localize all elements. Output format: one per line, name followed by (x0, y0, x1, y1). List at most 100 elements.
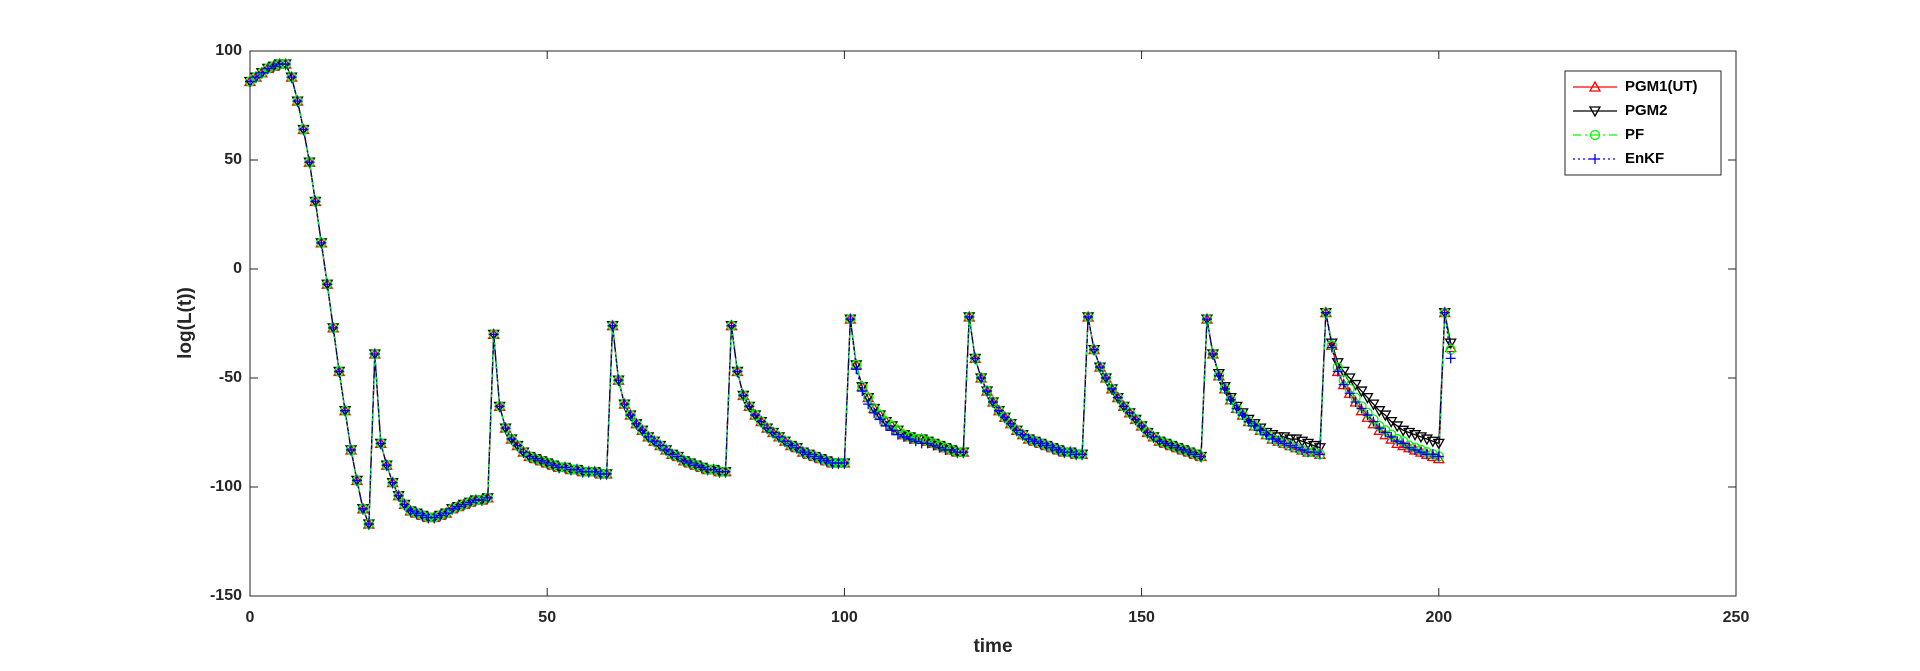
x-tick-label: 50 (538, 609, 556, 626)
marker (988, 396, 998, 407)
marker (1432, 438, 1445, 450)
marker (1160, 438, 1171, 449)
marker (571, 464, 582, 475)
marker (625, 410, 636, 421)
marker (601, 468, 612, 479)
marker (441, 508, 452, 519)
marker (548, 460, 559, 471)
marker (779, 436, 790, 447)
marker (845, 314, 856, 325)
marker (1379, 410, 1392, 422)
marker (607, 320, 618, 331)
marker (316, 237, 327, 248)
marker (762, 423, 773, 434)
marker (417, 510, 428, 521)
x-tick-label: 250 (1723, 609, 1750, 626)
marker (1284, 434, 1297, 446)
marker (869, 407, 880, 418)
marker (768, 427, 779, 438)
marker (1386, 431, 1397, 442)
marker (875, 414, 886, 425)
legend-label: EnKF (1625, 150, 1664, 167)
marker (684, 458, 695, 469)
marker (1243, 416, 1254, 427)
marker (637, 425, 648, 436)
marker (934, 442, 945, 453)
marker (857, 386, 868, 397)
marker (304, 157, 315, 168)
marker (744, 401, 755, 412)
marker (631, 418, 642, 429)
marker (1023, 434, 1034, 445)
marker (1213, 370, 1224, 381)
legend-marker (1588, 106, 1602, 118)
marker (1356, 403, 1367, 414)
marker (881, 420, 892, 431)
marker (1190, 449, 1201, 460)
y-tick-label: 100 (215, 42, 242, 59)
marker (839, 458, 850, 469)
marker (1166, 440, 1177, 451)
marker (696, 462, 707, 473)
marker (815, 453, 826, 464)
marker (1249, 420, 1260, 431)
marker (357, 503, 368, 514)
marker (1410, 444, 1421, 455)
marker (334, 366, 345, 377)
marker (785, 440, 796, 451)
marker (898, 431, 909, 442)
marker (1118, 401, 1129, 412)
marker (1392, 436, 1403, 447)
marker (1279, 438, 1290, 449)
marker (369, 349, 380, 360)
marker (667, 449, 678, 460)
marker (613, 375, 624, 386)
marker (720, 466, 731, 477)
marker (494, 401, 505, 412)
x-tick-label: 200 (1425, 609, 1452, 626)
marker (1053, 444, 1064, 455)
marker (1196, 451, 1207, 462)
marker (851, 364, 862, 375)
marker (506, 434, 517, 445)
legend-marker (1590, 154, 1600, 164)
marker (447, 503, 458, 514)
marker (1273, 436, 1284, 447)
marker (1398, 438, 1409, 449)
marker (292, 96, 303, 107)
marker (649, 436, 660, 447)
legend-label: PGM1(UT) (1625, 78, 1698, 95)
marker (399, 499, 410, 510)
marker (774, 431, 785, 442)
marker (1267, 434, 1278, 445)
marker (560, 462, 571, 473)
marker (589, 466, 600, 477)
marker (1444, 341, 1457, 353)
marker (393, 490, 404, 501)
marker (732, 366, 743, 377)
marker (619, 399, 630, 410)
marker (381, 460, 392, 471)
marker (435, 510, 446, 521)
marker (1445, 353, 1456, 364)
marker (346, 444, 357, 455)
marker (1308, 447, 1319, 458)
marker (387, 477, 398, 488)
legend-marker (1589, 129, 1601, 141)
marker (268, 61, 279, 72)
marker (1089, 344, 1100, 355)
y-axis-label: log(L(t)) (175, 287, 196, 359)
marker (1184, 447, 1195, 458)
marker (1291, 442, 1302, 453)
marker (250, 72, 261, 83)
x-tick-label: 0 (246, 609, 255, 626)
marker (863, 399, 874, 410)
marker (821, 455, 832, 466)
marker (1017, 429, 1028, 440)
marker (1344, 388, 1355, 399)
marker (1432, 452, 1445, 464)
marker (750, 410, 761, 421)
marker (1225, 394, 1236, 405)
marker (1094, 362, 1105, 373)
marker (340, 405, 351, 416)
